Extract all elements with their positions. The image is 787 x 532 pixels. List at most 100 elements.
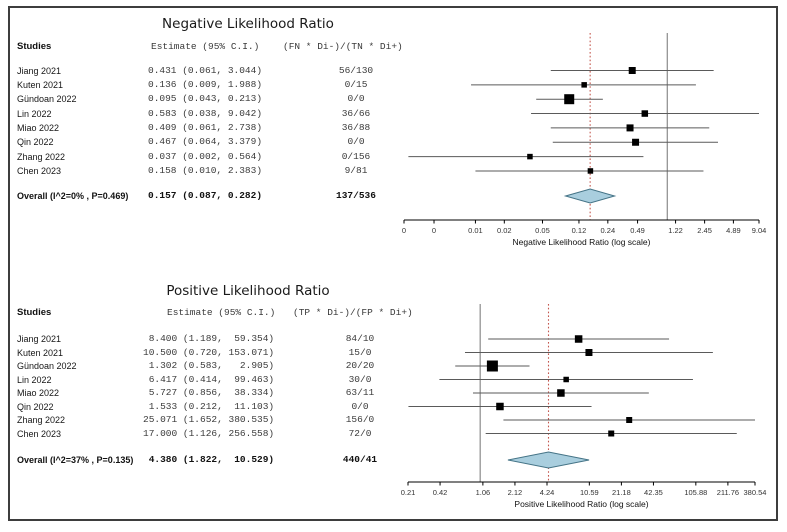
study-counts: 36/66 — [341, 107, 371, 119]
effect-square — [563, 376, 569, 383]
study-estimate: 0.409 (0.061, 2.738) — [148, 121, 263, 133]
column-header-studies: Studies — [17, 41, 52, 52]
effect-square — [632, 138, 640, 146]
axis-tick-label: 0.42 — [433, 488, 448, 497]
axis-tick-label: 0.05 — [535, 226, 550, 235]
axis-title: Negative Likelihood Ratio (log scale) — [513, 237, 651, 247]
study-name: Chen 2023 — [17, 166, 62, 176]
column-header-estimate: Estimate (95% C.I.) — [151, 41, 260, 52]
overall-label: Overall (I^2=37% , P=0.135) — [17, 455, 134, 465]
axis-title: Positive Likelihood Ratio (log scale) — [514, 499, 648, 509]
study-counts: 36/88 — [341, 121, 371, 133]
effect-square — [641, 110, 649, 117]
column-header-counts: (FN * Di-)/(TN * Di+) — [283, 41, 403, 52]
axis-tick-label: 380.54 — [744, 488, 767, 497]
study-name: Jiang 2021 — [17, 334, 62, 344]
study-name: Kuten 2021 — [17, 347, 64, 358]
axis-tick-label: 0 — [432, 226, 436, 235]
axis-tick-label: 105.88 — [684, 488, 707, 497]
study-estimate: 5.727 (0.856, 38.334) — [143, 387, 275, 398]
study-counts: 56/130 — [338, 64, 374, 76]
study-counts: 15/0 — [348, 346, 372, 358]
study-name: Jiang 2021 — [17, 65, 62, 76]
study-counts: 156/0 — [345, 414, 375, 425]
study-estimate: 1.533 (0.212, 11.103) — [143, 400, 275, 412]
effect-square — [527, 153, 533, 160]
overall-estimate: 0.157 (0.087, 0.282) — [148, 190, 263, 201]
overall-label: Overall (I^2=0% , P=0.469) — [17, 191, 129, 201]
effect-square — [608, 430, 615, 437]
study-name: Kuten 2021 — [17, 79, 64, 90]
study-estimate: 0.431 (0.061, 3.044) — [148, 64, 263, 76]
study-name: Zhang 2022 — [17, 415, 66, 425]
axis-tick-label: 0 — [402, 226, 406, 235]
axis-tick-label: 0.01 — [468, 226, 483, 235]
study-estimate: 0.136 (0.009, 1.988) — [148, 78, 263, 90]
study-estimate: 0.037 (0.002, 0.564) — [148, 150, 263, 162]
effect-square — [496, 402, 504, 411]
study-name: Gündoan 2022 — [17, 94, 77, 105]
study-counts: 20/20 — [345, 360, 375, 371]
study-estimate: 0.158 (0.010, 2.383) — [148, 165, 263, 176]
axis-tick-label: 0.21 — [401, 488, 416, 497]
effect-square — [557, 389, 565, 397]
effect-square — [574, 335, 583, 343]
study-counts: 9/81 — [344, 165, 368, 176]
study-counts: 0/0 — [347, 136, 365, 148]
effect-square — [585, 349, 593, 356]
study-name: Miao 2022 — [17, 122, 60, 133]
summary-diamond — [507, 451, 590, 469]
effect-square — [628, 67, 636, 74]
study-name: Lin 2022 — [17, 108, 52, 119]
column-header-studies: Studies — [17, 307, 52, 318]
axis-tick-label: 2.45 — [697, 226, 712, 235]
study-name: Miao 2022 — [17, 388, 60, 398]
effect-square — [486, 360, 498, 372]
study-name: Zhang 2022 — [17, 151, 66, 162]
effect-square — [626, 417, 633, 423]
figure-border — [8, 6, 778, 521]
effect-square — [626, 124, 634, 132]
panel-title: Positive Likelihood Ratio — [166, 283, 330, 299]
effect-square — [564, 94, 575, 105]
study-estimate: 10.500 (0.720, 153.071) — [143, 346, 275, 358]
study-estimate: 0.583 (0.038, 9.042) — [148, 107, 263, 119]
study-counts: 30/0 — [348, 373, 372, 385]
study-counts: 63/11 — [345, 387, 375, 398]
axis-tick-label: 21.18 — [612, 488, 631, 497]
study-counts: 0/15 — [344, 78, 368, 90]
overall-counts: 137/536 — [336, 190, 376, 201]
study-estimate: 25.071 (1.652, 380.535) — [143, 414, 275, 425]
overall-estimate: 4.380 (1.822, 10.529) — [143, 454, 275, 465]
study-counts: 84/10 — [345, 333, 375, 344]
axis-tick-label: 0.12 — [572, 226, 587, 235]
study-estimate: 8.400 (1.189, 59.354) — [143, 333, 275, 344]
study-estimate: 6.417 (0.414, 99.463) — [143, 373, 275, 385]
axis-tick-label: 4.89 — [726, 226, 741, 235]
study-estimate: 0.467 (0.064, 3.379) — [148, 136, 263, 148]
column-header-counts: (TP * Di-)/(FP * Di+) — [293, 307, 413, 318]
study-estimate: 0.095 (0.043, 0.213) — [148, 93, 263, 105]
study-estimate: 1.302 (0.583, 2.905) — [143, 360, 275, 371]
axis-tick-label: 0.49 — [630, 226, 645, 235]
axis-tick-label: 2.12 — [508, 488, 523, 497]
axis-tick-label: 1.22 — [668, 226, 683, 235]
study-name: Chen 2023 — [17, 428, 62, 439]
study-counts: 0/156 — [341, 150, 371, 162]
column-header-estimate: Estimate (95% C.I.) — [167, 307, 276, 318]
panel-title: Negative Likelihood Ratio — [162, 16, 334, 32]
axis-tick-label: 0.02 — [497, 226, 512, 235]
study-estimate: 17.000 (1.126, 256.558) — [143, 427, 275, 439]
study-name: Qin 2022 — [17, 137, 54, 148]
study-name: Gündoan 2022 — [17, 361, 77, 371]
axis-tick-label: 0.24 — [601, 226, 616, 235]
axis-tick-label: 4.24 — [540, 488, 555, 497]
axis-tick-label: 9.04 — [752, 226, 767, 235]
study-counts: 0/0 — [347, 93, 365, 105]
study-name: Qin 2022 — [17, 401, 54, 412]
study-counts: 72/0 — [348, 427, 372, 439]
study-counts: 0/0 — [351, 400, 369, 412]
effect-square — [581, 82, 587, 88]
